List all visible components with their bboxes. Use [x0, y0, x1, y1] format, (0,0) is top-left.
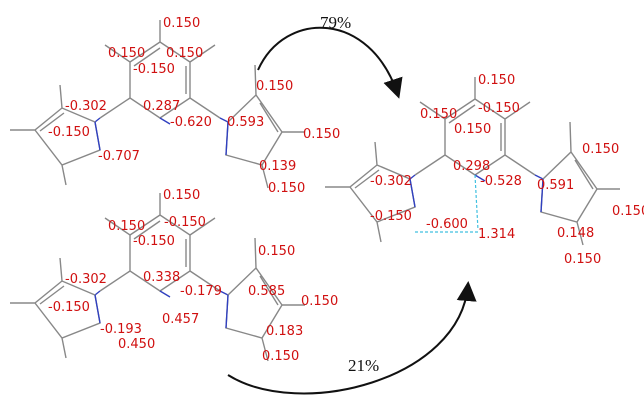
charge-label: 1.314 — [478, 227, 515, 242]
charge-label: 0.150 — [262, 349, 299, 364]
charge-label: 0.585 — [248, 284, 285, 299]
charge-label: 0.150 — [420, 107, 457, 122]
charge-label: 0.150 — [303, 127, 340, 142]
charge-label: -0.302 — [65, 99, 107, 114]
charge-label: -0.620 — [170, 115, 212, 130]
charge-label: 0.150 — [454, 122, 491, 137]
charge-label: -0.179 — [180, 284, 222, 299]
charge-label: -0.150 — [133, 62, 175, 77]
charge-label: -0.302 — [370, 174, 412, 189]
charge-label: 0.150 — [108, 46, 145, 61]
percent: 79% — [320, 13, 351, 32]
charge-label: -0.600 — [426, 217, 468, 232]
charge-label: 0.298 — [453, 159, 490, 174]
charge-label: 0.150 — [301, 294, 338, 309]
charge-label: 0.150 — [258, 244, 295, 259]
charge-label: 0.150 — [166, 46, 203, 61]
diagram: 79% 21% 0.1500.1500.150-0.150-0.3020.287… — [0, 0, 644, 403]
charge-label: 0.591 — [537, 178, 574, 193]
h-bond — [475, 175, 478, 230]
charge-label: -0.150 — [478, 101, 520, 116]
charge-label: 0.139 — [259, 159, 296, 174]
charge-label: 0.150 — [268, 181, 305, 196]
charge-label: -0.150 — [48, 300, 90, 315]
charge-label: -0.150 — [133, 234, 175, 249]
charge-label: -0.150 — [370, 209, 412, 224]
charge-label: 0.593 — [227, 115, 264, 130]
charge-label: 0.150 — [108, 219, 145, 234]
charge-label: 0.183 — [266, 324, 303, 339]
charge-label: 0.150 — [163, 16, 200, 31]
charge-label: 0.150 — [564, 252, 601, 267]
arrow — [228, 285, 468, 393]
charge-label: -0.707 — [98, 149, 140, 164]
charge-label: 0.150 — [582, 142, 619, 157]
charge-label: 0.338 — [143, 270, 180, 285]
charge-label: 0.150 — [163, 188, 200, 203]
charge-label: 0.450 — [118, 337, 155, 352]
charge-label: -0.150 — [48, 125, 90, 140]
charge-label: 0.150 — [478, 73, 515, 88]
charge-label: 0.287 — [143, 99, 180, 114]
charge-label: -0.528 — [480, 174, 522, 189]
charge-label: 0.150 — [256, 79, 293, 94]
charge-label: 0.150 — [612, 204, 644, 219]
charge-label: 0.148 — [557, 226, 594, 241]
charge-label: -0.150 — [164, 215, 206, 230]
charge-label: -0.193 — [100, 322, 142, 337]
percent: 21% — [348, 356, 379, 375]
charge-label: -0.302 — [65, 272, 107, 287]
charge-label: 0.457 — [162, 312, 199, 327]
